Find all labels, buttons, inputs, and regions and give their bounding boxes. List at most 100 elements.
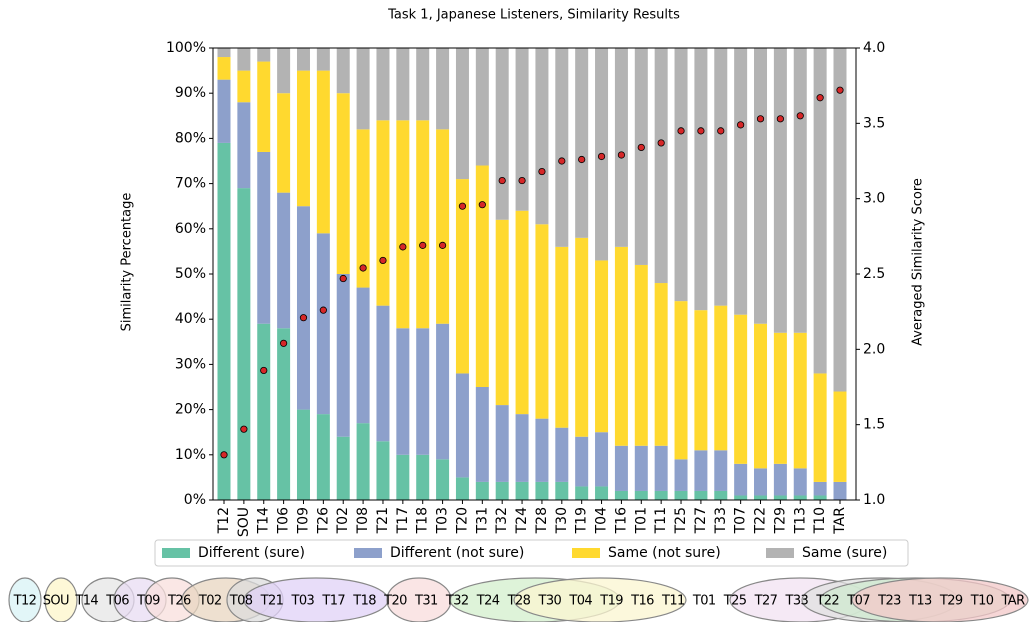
y2-tick-label: 1.0 — [863, 492, 885, 508]
cluster-label: T02 — [198, 594, 222, 609]
score-point — [438, 241, 447, 249]
bar-segment — [237, 70, 251, 103]
bar-segment — [813, 48, 827, 374]
legend-label: Different (sure) — [198, 545, 305, 561]
bar-segment — [336, 274, 350, 437]
bar-segment — [277, 48, 291, 94]
bar-segment — [694, 48, 708, 311]
bar-segment — [495, 405, 509, 482]
cluster-label: T14 — [74, 594, 98, 609]
bar-segment — [316, 414, 330, 500]
cluster-label: T07 — [846, 594, 870, 609]
legend-label: Same (not sure) — [608, 545, 721, 561]
bar-segment — [773, 48, 787, 333]
cluster-label: T01 — [692, 594, 716, 609]
cluster-ellipse — [513, 577, 687, 622]
cluster-label: T22 — [815, 594, 839, 609]
score-point — [518, 176, 526, 185]
bar-segment — [455, 48, 469, 180]
score-point — [717, 127, 725, 135]
cluster-label: T18 — [352, 594, 376, 609]
bar-segment — [257, 323, 271, 500]
cluster-label: T28 — [507, 594, 531, 609]
bar-segment — [674, 301, 688, 460]
x-tick-label: T16 — [613, 507, 629, 534]
bar-segment — [734, 314, 748, 464]
x-tick-label: T02 — [335, 507, 351, 534]
bar-segment — [376, 441, 390, 500]
bar-segment — [396, 454, 410, 500]
bar-segment — [535, 224, 549, 419]
score-point — [458, 202, 467, 210]
bar-segment — [754, 468, 768, 496]
x-tick-label: T17 — [395, 507, 411, 534]
x-tick-label: T06 — [276, 507, 292, 534]
bar-segment — [575, 486, 589, 500]
legend-label: Same (sure) — [802, 545, 887, 561]
legend-box — [154, 539, 909, 567]
score-point — [617, 151, 626, 159]
y2-tick-label: 3.5 — [863, 115, 885, 131]
bar-segment — [813, 495, 827, 500]
cluster-label: T17 — [321, 594, 345, 609]
x-tick-label: T22 — [753, 507, 769, 534]
x-tick-label: T20 — [454, 507, 470, 534]
cluster-label: T27 — [754, 594, 778, 609]
cluster-label: T19 — [599, 594, 623, 609]
bar-segment — [674, 459, 688, 491]
bar-segment — [316, 233, 330, 415]
bar-segment — [257, 61, 271, 152]
bar-segment — [296, 409, 310, 500]
score-point — [538, 167, 546, 176]
bar-segment — [336, 436, 350, 500]
y-tick-label: 10% — [175, 447, 206, 463]
cluster-label: T31 — [414, 594, 438, 609]
cluster-label: T12 — [13, 594, 37, 609]
x-tick-label: T24 — [514, 507, 530, 534]
bar-segment — [237, 48, 251, 71]
bar-segment — [734, 463, 748, 496]
bar-segment — [813, 373, 827, 482]
bar-segment — [793, 495, 807, 500]
y-tick-label: 50% — [175, 266, 206, 282]
score-point — [756, 115, 765, 123]
bar-segment — [396, 48, 410, 121]
bar-segment — [257, 151, 271, 324]
x-tick-label: T04 — [594, 507, 610, 534]
score-point — [597, 152, 606, 161]
bar-segment — [674, 490, 688, 500]
score-point — [478, 201, 486, 209]
x-tick-label: T30 — [554, 507, 570, 534]
bar-segment — [515, 481, 529, 500]
bar-segment — [436, 459, 450, 500]
cluster-label: T32 — [445, 594, 469, 609]
bar-segment — [356, 48, 370, 130]
bar-segment — [296, 206, 310, 410]
score-point — [220, 451, 228, 459]
legend-label: Different (not sure) — [390, 545, 524, 561]
bar-segment — [336, 48, 350, 94]
y-tick-label: 0% — [184, 492, 206, 508]
bar-segment — [833, 481, 847, 500]
cluster-label: T04 — [568, 594, 592, 609]
cluster-label: T06 — [105, 594, 129, 609]
y-tick-label: 100% — [166, 40, 206, 56]
bar-segment — [714, 490, 728, 500]
bar-segment — [634, 48, 648, 265]
bar-segment — [614, 48, 628, 247]
bar-segment — [595, 486, 609, 500]
score-point — [657, 139, 665, 147]
x-tick-label: TAR — [832, 507, 848, 535]
bar-segment — [714, 305, 728, 451]
bar-segment — [455, 477, 469, 500]
bar-segment — [237, 188, 251, 500]
x-tick-label: T31 — [474, 507, 490, 534]
y-tick-label: 60% — [175, 221, 206, 237]
score-point — [379, 256, 387, 265]
bar-segment — [555, 481, 569, 500]
x-tick-label: T28 — [534, 507, 550, 534]
bar-segment — [654, 48, 668, 284]
bar-segment — [634, 490, 648, 500]
bar-segment — [356, 287, 370, 424]
bar-segment — [376, 120, 390, 306]
